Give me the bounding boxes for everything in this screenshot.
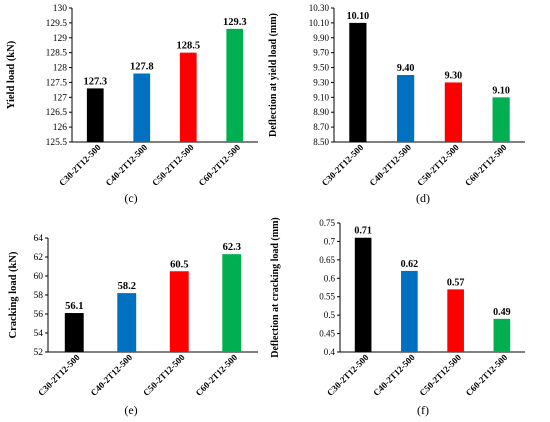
bar-c-3 [179, 52, 197, 142]
bar-e-4 [222, 254, 242, 352]
y-axis-title-d: Deflection at yield load (mm) [268, 13, 279, 137]
y-tick-label-f: 0.45 [319, 329, 335, 339]
x-tick-label-c-4: C60-2T12-500 [197, 142, 243, 188]
x-tick-label-f-2: C40-2T12-500 [371, 352, 417, 398]
data-label-e-2: 58.2 [118, 281, 136, 292]
bar-f-1 [354, 237, 372, 352]
bar-c-4 [226, 28, 244, 142]
y-tick-label-f: 0.5 [324, 310, 336, 320]
y-axis-title-c: Yield load (kN) [6, 40, 17, 109]
y-tick-label-c: 130 [53, 4, 68, 14]
data-label-d-3: 9.30 [445, 70, 463, 81]
data-label-f-4: 0.49 [493, 307, 511, 318]
x-tick-label-f-3: C50-2T12-500 [417, 352, 463, 398]
y-tick-label-d: 9.50 [313, 63, 329, 73]
x-tick-label-c-2: C40-2T12-500 [104, 142, 150, 188]
data-label-f-2: 0.62 [401, 259, 419, 270]
y-tick-label-c: 128 [53, 64, 68, 74]
bar-e-2 [117, 293, 137, 352]
panel-caption-f: (f) [417, 403, 429, 417]
y-tick-label-c: 128.5 [46, 49, 68, 59]
y-tick-label-d: 10.10 [309, 18, 330, 28]
y-tick-label-f: 0.6 [324, 273, 336, 283]
y-tick-label-f: 0.4 [324, 347, 336, 357]
data-label-c-4: 129.3 [223, 17, 247, 28]
y-tick-label-d: 8.70 [313, 122, 329, 132]
y-tick-label-d: 8.90 [313, 107, 329, 117]
y-tick-label-e: 54 [34, 329, 44, 339]
y-tick-label-c: 125.5 [46, 138, 68, 148]
y-tick-label-c: 126 [53, 123, 68, 133]
data-label-f-1: 0.71 [354, 226, 372, 237]
bar-c-2 [133, 73, 151, 142]
x-tick-label-d-4: C60-2T12-500 [463, 142, 509, 188]
y-tick-label-f: 0.55 [319, 292, 335, 302]
bar-d-4 [492, 97, 510, 142]
y-tick-label-d: 9.90 [313, 33, 329, 43]
y-axis-title-e: Cracking load (kN) [8, 251, 19, 338]
data-label-d-4: 9.10 [492, 85, 510, 96]
y-tick-label-c: 129.5 [46, 19, 68, 29]
y-tick-label-f: 0.7 [324, 236, 336, 246]
y-tick-label-f: 0.75 [319, 218, 335, 228]
y-tick-label-f: 0.65 [319, 255, 335, 265]
data-label-e-1: 56.1 [65, 301, 83, 312]
x-tick-label-d-2: C40-2T12-500 [367, 142, 413, 188]
bar-c-1 [86, 88, 104, 142]
data-label-d-1: 10.10 [347, 11, 370, 22]
data-label-e-3: 60.5 [170, 259, 188, 270]
y-tick-label-d: 9.10 [313, 92, 329, 102]
panel-caption-c: (c) [124, 191, 138, 205]
y-tick-label-d: 8.50 [313, 137, 329, 147]
bar-d-1 [349, 22, 367, 143]
y-tick-label-d: 9.30 [313, 77, 329, 87]
x-tick-label-e-3: C50-2T12-500 [141, 352, 187, 398]
y-tick-label-e: 58 [34, 291, 44, 301]
y-tick-label-e: 60 [34, 272, 44, 282]
y-tick-label-e: 64 [34, 234, 44, 244]
bar-f-4 [493, 318, 511, 352]
bar-e-3 [169, 271, 189, 352]
x-tick-label-c-3: C50-2T12-500 [150, 142, 196, 188]
y-tick-label-c: 126.5 [46, 108, 68, 118]
y-tick-label-e: 52 [34, 348, 44, 358]
x-tick-label-e-1: C30-2T12-500 [36, 352, 82, 398]
data-label-c-1: 127.3 [83, 76, 107, 87]
y-tick-label-d: 10.30 [309, 3, 330, 13]
y-tick-label-e: 56 [34, 310, 44, 320]
data-label-f-3: 0.57 [447, 277, 465, 288]
bar-e-1 [64, 313, 84, 352]
x-tick-label-d-3: C50-2T12-500 [415, 142, 461, 188]
y-axis-title-f: Deflection at cracking load (mm) [270, 217, 281, 358]
data-label-c-3: 128.5 [176, 41, 200, 52]
y-tick-label-c: 129 [53, 34, 68, 44]
x-tick-label-f-4: C60-2T12-500 [464, 352, 510, 398]
bar-f-3 [447, 289, 464, 352]
panel-caption-e: (e) [124, 403, 138, 417]
data-label-c-2: 127.8 [130, 62, 154, 73]
y-tick-label-e: 62 [34, 253, 44, 263]
data-label-e-4: 62.3 [223, 242, 241, 253]
data-label-d-2: 9.40 [397, 63, 415, 74]
bar-d-2 [397, 75, 415, 142]
x-tick-label-c-1: C30-2T12-500 [57, 142, 103, 188]
x-tick-label-f-1: C30-2T12-500 [325, 352, 371, 398]
bar-f-2 [401, 270, 418, 352]
y-tick-label-c: 127 [53, 93, 68, 103]
y-tick-label-c: 127.5 [46, 78, 68, 88]
y-tick-label-d: 9.70 [313, 48, 329, 58]
x-tick-label-e-4: C60-2T12-500 [194, 352, 240, 398]
x-tick-label-d-1: C30-2T12-500 [320, 142, 366, 188]
x-tick-label-e-2: C40-2T12-500 [89, 352, 135, 398]
bar-d-3 [444, 82, 462, 142]
panel-caption-d: (d) [416, 191, 430, 205]
